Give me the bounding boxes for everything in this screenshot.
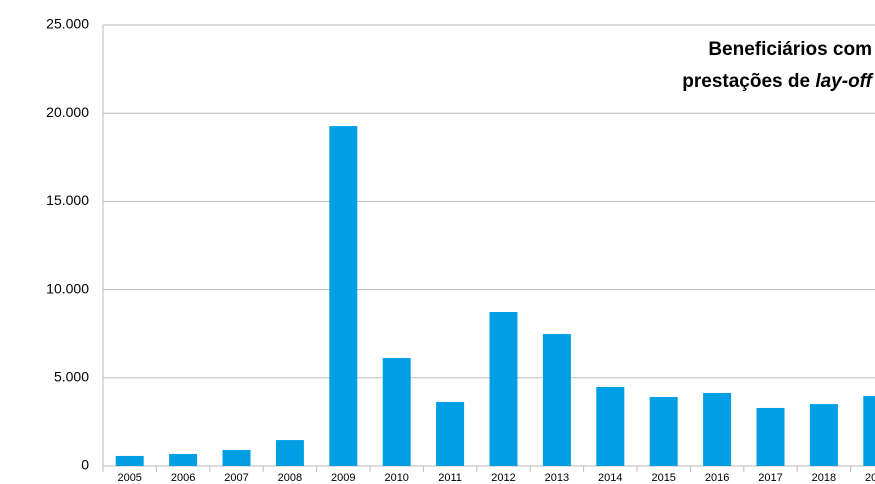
x-tick-label: 2012 bbox=[491, 472, 515, 484]
bar bbox=[222, 449, 251, 466]
x-tick-label: 2015 bbox=[651, 472, 675, 484]
x-tick-label: 2007 bbox=[224, 472, 248, 484]
y-tick-label: 15.000 bbox=[46, 192, 89, 208]
bar bbox=[115, 455, 144, 466]
y-tick-label: 10.000 bbox=[46, 280, 89, 296]
y-tick-label: 20.000 bbox=[46, 104, 89, 120]
chart-title: prestações de lay-off bbox=[682, 71, 873, 92]
x-tick-label: 2014 bbox=[598, 472, 622, 484]
x-tick-label: 2006 bbox=[171, 472, 195, 484]
bar bbox=[809, 404, 838, 466]
x-tick-label: 2008 bbox=[278, 472, 302, 484]
bar bbox=[649, 397, 678, 466]
bar bbox=[863, 395, 875, 466]
chart-title: Beneficiários com bbox=[708, 39, 872, 60]
bar bbox=[542, 334, 571, 466]
bar bbox=[169, 454, 198, 466]
bar bbox=[756, 407, 785, 466]
bar bbox=[436, 401, 465, 466]
x-tick-label: 2018 bbox=[812, 472, 836, 484]
chart-title-part: lay-off bbox=[815, 71, 873, 92]
bar bbox=[596, 386, 625, 466]
x-tick-label: 2019 bbox=[865, 472, 875, 484]
bar bbox=[489, 312, 518, 466]
y-tick-label: 25.000 bbox=[46, 16, 89, 32]
bar bbox=[382, 358, 411, 466]
x-tick-label: 2010 bbox=[384, 472, 408, 484]
x-tick-label: 2005 bbox=[117, 472, 141, 484]
bar bbox=[703, 392, 732, 466]
x-tick-label: 2013 bbox=[545, 472, 569, 484]
x-tick-label: 2011 bbox=[438, 472, 462, 484]
x-tick-label: 2016 bbox=[705, 472, 729, 484]
y-tick-label: 0 bbox=[81, 457, 89, 473]
x-tick-label: 2017 bbox=[758, 472, 782, 484]
bar bbox=[275, 440, 304, 466]
chart-title-part: prestações de bbox=[682, 71, 810, 92]
x-tick-label: 2009 bbox=[331, 472, 355, 484]
bar bbox=[329, 126, 358, 466]
y-tick-label: 5.000 bbox=[54, 369, 89, 385]
